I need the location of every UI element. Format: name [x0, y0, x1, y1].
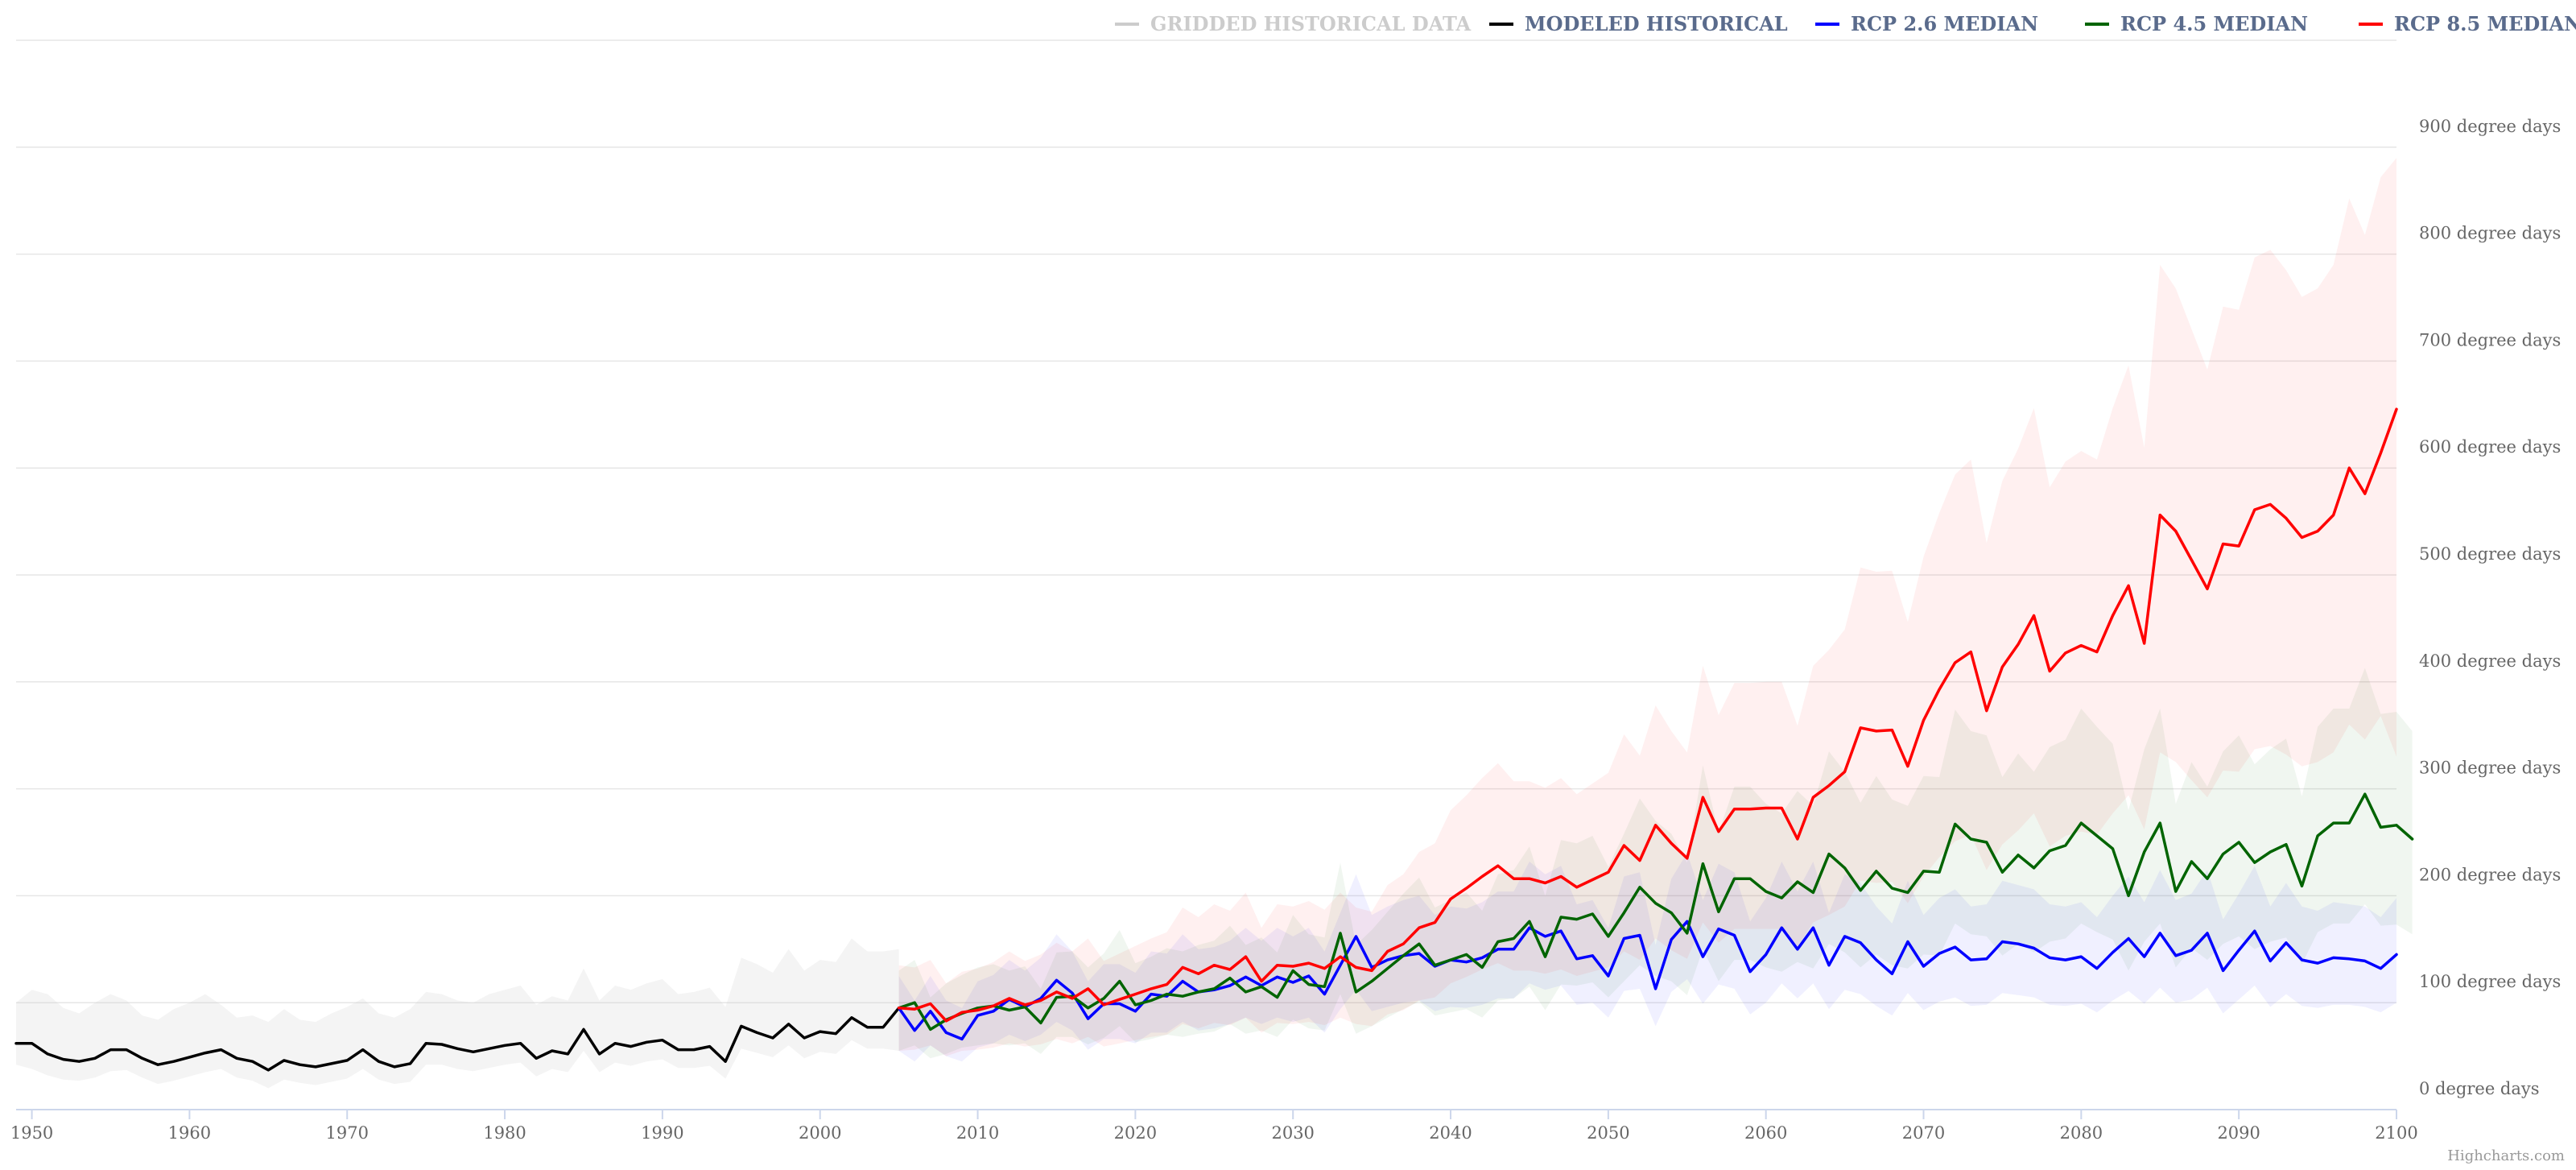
x-axis: 1950 1960 1970 1980 1990 2000 2010 2020 2030 2040… — [10, 1109, 2418, 1143]
series-line-modeled-historical[interactable] — [14, 1007, 901, 1072]
legend-label: RCP 8.5 MEDIAN — [2394, 12, 2576, 35]
y-tick-label: 500 degree days — [2419, 544, 2561, 564]
x-tick-label: 2060 — [1744, 1123, 1787, 1143]
x-tick-label: 2010 — [956, 1123, 999, 1143]
credit-label[interactable]: Highcharts.com — [2447, 1147, 2565, 1164]
legend-item-rcp-2-6-median[interactable]: RCP 2.6 MEDIAN — [1815, 12, 2038, 35]
legend-label: RCP 4.5 MEDIAN — [2120, 12, 2308, 35]
legend-label: RCP 2.6 MEDIAN — [1851, 12, 2038, 35]
x-tick-label: 2020 — [1114, 1123, 1157, 1143]
y-tick-label: 900 degree days — [2419, 117, 2561, 136]
legend-label: GRIDDED HISTORICAL DATA — [1150, 12, 1472, 35]
legend-item-rcp-4-5-median[interactable]: RCP 4.5 MEDIAN — [2085, 12, 2308, 35]
x-tick-label: 1980 — [483, 1123, 526, 1143]
range-bands — [16, 158, 2413, 1089]
x-tick-label: 2050 — [1587, 1123, 1629, 1143]
band-rcp-8-5 — [898, 158, 2396, 1056]
y-tick-label: 600 degree days — [2419, 437, 2561, 457]
series-line-rcp-2-6-median[interactable] — [897, 920, 2398, 1041]
grid-lines — [16, 39, 2396, 1110]
x-tick-label: 1960 — [168, 1123, 211, 1143]
x-tick-label: 2070 — [1902, 1123, 1945, 1143]
x-tick-label: 2100 — [2375, 1123, 2417, 1143]
legend-item-modeled-historical[interactable]: MODELED HISTORICAL — [1489, 12, 1788, 35]
legend-item-gridded-historical-data[interactable]: GRIDDED HISTORICAL DATA — [1115, 12, 1472, 35]
y-tick-label: 400 degree days — [2419, 651, 2561, 671]
x-tick-label: 2090 — [2217, 1123, 2260, 1143]
series-line-rcp-4-5-median[interactable] — [897, 792, 2414, 1032]
band-modeled-historical — [16, 938, 899, 1089]
x-tick-label: 2040 — [1429, 1123, 1472, 1143]
band-rcp-4-5 — [898, 668, 2413, 1059]
x-tick-label: 1990 — [641, 1123, 683, 1143]
legend: GRIDDED HISTORICAL DATA MODELED HISTORICA… — [1115, 12, 2576, 35]
series-line-rcp-8-5-median[interactable] — [897, 407, 2398, 1023]
y-tick-label: 800 degree days — [2419, 224, 2561, 243]
y-tick-label: 100 degree days — [2419, 972, 2561, 991]
x-tick-label: 2080 — [2060, 1123, 2103, 1143]
y-axis: 0 degree days 100 degree days 200 degree d… — [2419, 117, 2561, 1098]
x-tick-label: 2000 — [799, 1123, 841, 1143]
y-tick-label: 700 degree days — [2419, 330, 2561, 349]
y-tick-label: 0 degree days — [2419, 1079, 2540, 1098]
x-tick-label: 2030 — [1271, 1123, 1314, 1143]
legend-label: MODELED HISTORICAL — [1525, 12, 1788, 35]
legend-item-rcp-8-5-median[interactable]: RCP 8.5 MEDIAN — [2359, 12, 2576, 35]
x-tick-label: 1970 — [326, 1123, 369, 1143]
x-tick-label: 1950 — [10, 1123, 53, 1143]
series-lines — [14, 407, 2414, 1072]
y-tick-label: 200 degree days — [2419, 865, 2561, 884]
y-tick-label: 300 degree days — [2419, 759, 2561, 778]
